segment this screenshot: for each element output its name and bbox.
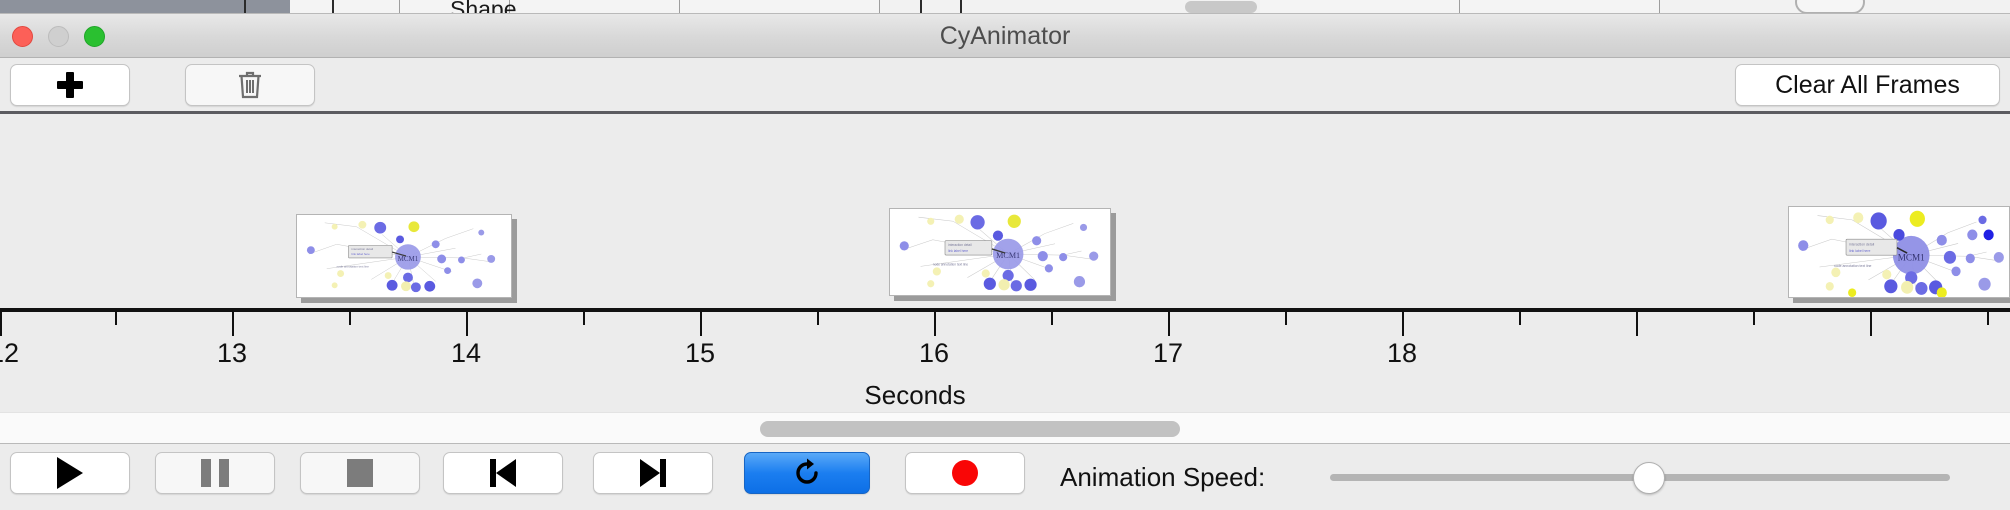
add-frame-button[interactable]	[10, 64, 130, 106]
background-cell	[1460, 0, 1660, 13]
svg-text:node annotation text line: node annotation text line	[933, 262, 969, 266]
axis-tick-minor	[583, 312, 585, 325]
minimize-window-button[interactable]	[48, 26, 69, 47]
axis-title: Seconds	[0, 380, 2010, 411]
network-graph: MCM1	[1798, 210, 2004, 297]
background-rounded-field	[1795, 0, 1865, 13]
skip-forward-button[interactable]	[593, 452, 713, 494]
axis-tick-minor	[1753, 312, 1755, 325]
clear-all-frames-button[interactable]: Clear All Frames	[1735, 64, 2000, 106]
background-cell	[290, 0, 400, 13]
axis-tick-major	[1636, 312, 1638, 336]
svg-text:MCM1: MCM1	[1898, 253, 1925, 263]
record-icon	[952, 460, 978, 486]
axis-tick-major	[232, 312, 234, 336]
background-tick	[244, 0, 246, 13]
axis-tick-label: 13	[216, 338, 248, 368]
axis-tick-minor	[1519, 312, 1521, 325]
traffic-lights	[12, 26, 105, 47]
pause-icon	[201, 459, 229, 487]
trash-icon	[239, 71, 261, 99]
svg-text:MCM1: MCM1	[398, 256, 419, 263]
playback-controls: Animation Speed:	[0, 444, 2010, 510]
background-cell	[680, 0, 880, 13]
axis-tick-minor	[115, 312, 117, 325]
background-dark-bar	[0, 0, 290, 13]
axis-tick-label: 17	[1152, 338, 1184, 368]
delete-frame-button[interactable]	[185, 64, 315, 106]
background-tick	[920, 0, 922, 13]
svg-text:node annotation text line: node annotation text line	[1834, 264, 1872, 268]
axis-tick-major	[700, 312, 702, 336]
frame-image: MCM1	[296, 214, 512, 298]
loop-button[interactable]	[744, 452, 870, 494]
timeline-scrollbar[interactable]	[0, 412, 2010, 444]
axis-tick-minor	[1987, 312, 1989, 325]
axis-tick-minor	[1285, 312, 1287, 325]
frame-thumbnail[interactable]: MCM1	[1788, 206, 2010, 303]
axis-tick-label: 15	[684, 338, 716, 368]
timeline-axis[interactable]: 12 13 14 15 16 17 18 Seconds	[0, 304, 2010, 412]
skip-back-icon	[490, 459, 516, 487]
play-button[interactable]	[10, 452, 130, 494]
axis-title-label: Seconds	[864, 380, 966, 410]
title-bar: CyAnimator	[0, 14, 2010, 58]
svg-text:link label here: link label here	[351, 252, 370, 256]
svg-text:link label here: link label here	[1849, 249, 1870, 253]
background-tick	[332, 0, 334, 13]
timeline-scrollbar-thumb[interactable]	[760, 421, 1180, 437]
background-tick	[960, 0, 962, 13]
axis-tick-minor	[349, 312, 351, 325]
axis-tick-label: 18	[1386, 338, 1418, 368]
axis-tick-major	[0, 312, 2, 336]
plus-icon	[57, 72, 83, 98]
axis-line	[0, 308, 2010, 312]
network-graph: MCM1	[306, 220, 496, 293]
animation-speed-slider-thumb[interactable]	[1633, 462, 1665, 494]
svg-text:link label here: link label here	[948, 249, 968, 253]
close-window-button[interactable]	[12, 26, 33, 47]
background-cell	[1260, 0, 1460, 13]
zoom-window-button[interactable]	[84, 26, 105, 47]
svg-text:MCM1: MCM1	[996, 251, 1020, 260]
axis-tick-major	[1402, 312, 1404, 336]
frame-image: MCM1	[1788, 206, 2010, 298]
axis-tick-major	[934, 312, 936, 336]
network-graph: MCM1	[899, 214, 1099, 292]
axis-tick-minor	[817, 312, 819, 325]
axis-tick-label: 16	[918, 338, 950, 368]
toolbar: Clear All Frames	[0, 58, 2010, 114]
frame-thumbnail[interactable]: MCM1	[889, 208, 1116, 301]
axis-tick-minor	[1051, 312, 1053, 325]
svg-text:node annotation text line: node annotation text line	[337, 265, 370, 269]
svg-text:interaction detail: interaction detail	[351, 247, 373, 251]
frame-thumbnail[interactable]: MCM1	[296, 214, 517, 303]
axis-tick-label: 12	[0, 338, 20, 368]
loop-icon	[796, 458, 818, 484]
svg-text:interaction detail: interaction detail	[1849, 242, 1874, 246]
frame-image: MCM1	[889, 208, 1111, 296]
svg-text:interaction detail: interaction detail	[948, 243, 972, 247]
play-icon	[57, 457, 83, 489]
background-shape-label: Shape	[450, 0, 517, 14]
axis-tick-label: 14	[450, 338, 482, 368]
background-scrollbar	[1185, 1, 1257, 13]
stop-icon	[347, 459, 373, 487]
axis-tick-major	[1870, 312, 1872, 336]
background-cell	[510, 0, 680, 13]
axis-tick-major	[1168, 312, 1170, 336]
clear-all-frames-label: Clear All Frames	[1775, 70, 1960, 99]
animation-speed-label: Animation Speed:	[1060, 462, 1266, 492]
record-button[interactable]	[905, 452, 1025, 494]
window-title: CyAnimator	[939, 21, 1071, 50]
stop-button[interactable]	[300, 452, 420, 494]
pause-button[interactable]	[155, 452, 275, 494]
timeline-frames-panel[interactable]: MCM1	[0, 114, 2010, 304]
background-window-strip: Shape	[0, 0, 2010, 14]
background-cell	[400, 0, 510, 13]
axis-tick-major	[466, 312, 468, 336]
skip-back-button[interactable]	[443, 452, 563, 494]
skip-forward-icon	[640, 459, 666, 487]
